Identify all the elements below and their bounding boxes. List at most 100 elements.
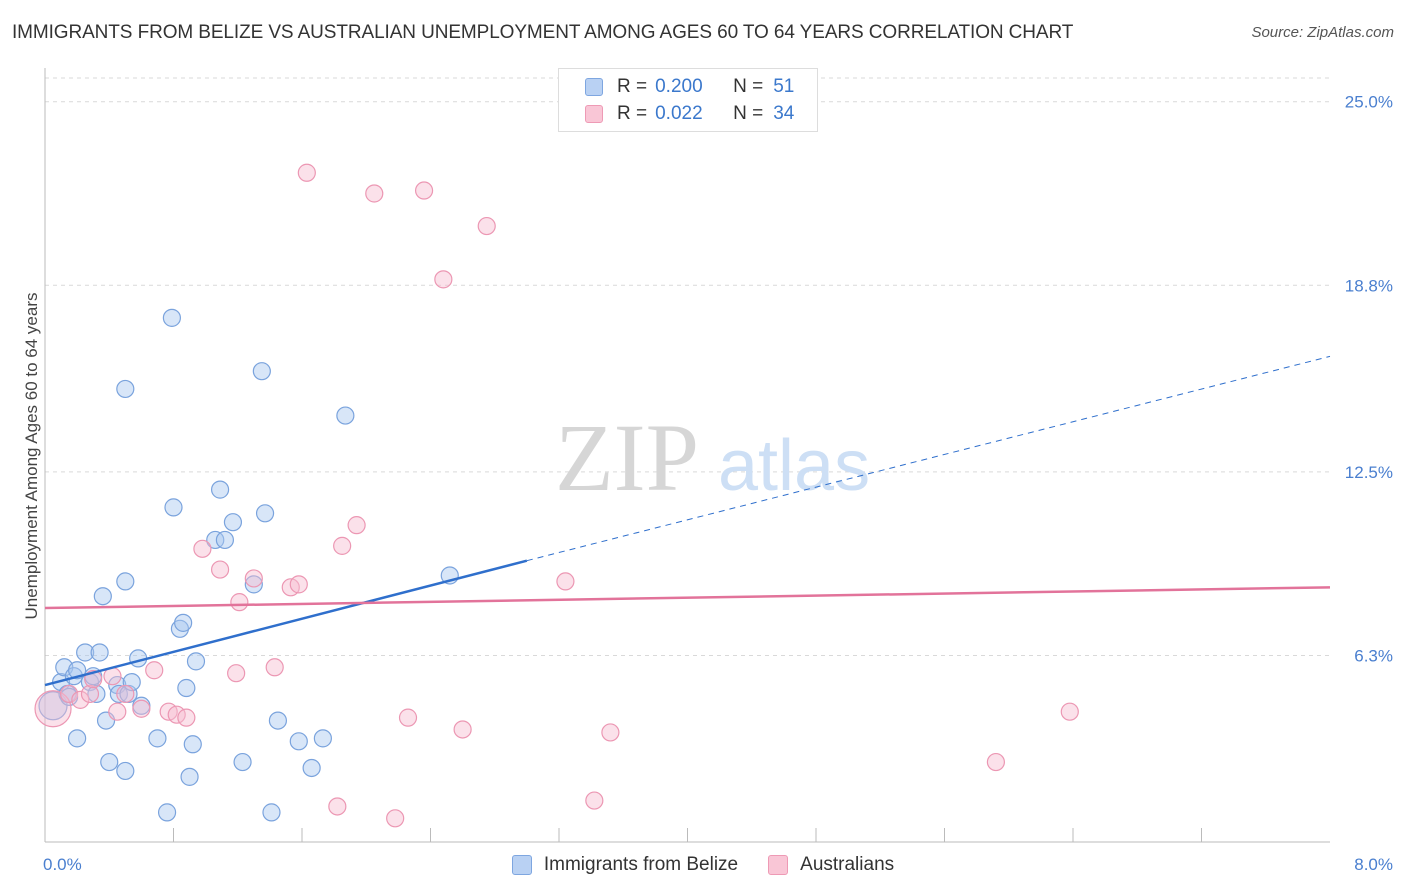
belize-point xyxy=(122,672,141,692)
belize-point xyxy=(215,530,234,550)
australians-point xyxy=(116,684,135,704)
australians-point xyxy=(365,184,384,203)
australians-point xyxy=(227,664,246,683)
watermark: ZIP atlas xyxy=(555,404,870,511)
australians-point xyxy=(434,270,453,289)
belize-point xyxy=(90,643,109,662)
y-tick-label: 25.0% xyxy=(1345,93,1393,112)
belize-trend-line xyxy=(44,559,528,687)
belize-point xyxy=(252,362,271,381)
trend-lines xyxy=(44,355,1331,687)
australians-point xyxy=(289,575,308,594)
belize-point xyxy=(116,379,135,399)
legend-label: Australians xyxy=(800,854,895,875)
legend-swatch-pink xyxy=(768,855,789,875)
legend-item-australians[interactable]: Australians xyxy=(768,854,894,876)
belize-point xyxy=(93,587,112,606)
australians-point xyxy=(297,163,316,182)
y-tick-label: 12.5% xyxy=(1345,463,1393,482)
y-tick-label: 18.8% xyxy=(1345,276,1393,295)
australians-trend-line xyxy=(44,586,1331,610)
australians-point xyxy=(177,708,196,727)
belize-point xyxy=(100,752,119,772)
legend-swatch-blue xyxy=(585,78,603,96)
n-label: N = xyxy=(733,103,764,124)
y-tick-label: 6.3% xyxy=(1354,646,1393,665)
belize-point xyxy=(148,729,167,748)
r-label: R = xyxy=(617,76,648,97)
belize-point xyxy=(262,803,281,822)
belize-point xyxy=(174,613,193,632)
australians-point xyxy=(414,181,434,200)
watermark-zip: ZIP xyxy=(555,404,699,511)
chart-title: IMMIGRANTS FROM BELIZE VS AUSTRALIAN UNE… xyxy=(12,22,1074,43)
legend-item-belize[interactable]: Immigrants from Belize xyxy=(511,854,739,876)
australians-point xyxy=(80,684,100,704)
r-label: R = xyxy=(617,103,648,124)
legend-row-australians: R = 0.022 N = 34 xyxy=(585,101,794,127)
y-axis-label: Unemployment Among Ages 60 to 64 years xyxy=(22,293,41,620)
belize-point xyxy=(116,572,135,591)
r-value: 0.200 xyxy=(655,76,703,97)
legend-swatch-pink xyxy=(585,105,603,123)
grid-lines xyxy=(45,77,1330,656)
australians-point xyxy=(333,536,352,555)
n-value: 51 xyxy=(773,76,795,97)
australians-point xyxy=(556,572,575,591)
australians-point xyxy=(34,690,72,728)
australians-point xyxy=(244,569,263,588)
australians-point xyxy=(477,216,496,236)
legend-label: Immigrants from Belize xyxy=(543,854,739,875)
belize-point xyxy=(157,803,177,822)
source-label: Source: ZipAtlas.com xyxy=(1251,24,1394,41)
r-value: 0.022 xyxy=(655,103,703,124)
belize-point xyxy=(255,504,275,523)
australians-point xyxy=(132,699,151,718)
belize-point xyxy=(244,575,263,594)
australians-point xyxy=(108,702,127,721)
belize-point xyxy=(68,729,87,748)
series-legend: Immigrants from Belize Australians xyxy=(0,852,1406,878)
australians-point xyxy=(453,720,472,739)
australians-point xyxy=(265,658,284,677)
belize-point xyxy=(210,480,230,499)
australians-point xyxy=(386,809,405,828)
belize-point xyxy=(116,761,135,781)
belize-point xyxy=(336,406,355,425)
x-tick-label: 0.0% xyxy=(43,855,82,874)
belize-point xyxy=(177,678,196,698)
n-label: N = xyxy=(733,76,764,97)
australians-point xyxy=(585,791,604,810)
legend-swatch-blue xyxy=(511,855,532,875)
australians-point xyxy=(328,797,347,816)
belize-point xyxy=(76,643,95,662)
belize-point xyxy=(186,652,206,671)
legend-row-belize: R = 0.200 N = 51 xyxy=(585,74,794,100)
belize-point xyxy=(164,498,183,517)
australians-point xyxy=(210,560,230,579)
belize-point xyxy=(206,530,225,550)
australians-point xyxy=(230,593,249,612)
belize-point xyxy=(183,735,202,754)
belize-point xyxy=(313,729,332,748)
belize-point xyxy=(87,684,106,704)
australians-point xyxy=(986,752,1006,772)
belize-point xyxy=(268,711,288,730)
belize-point xyxy=(233,752,252,772)
axes xyxy=(44,68,1330,843)
australians-point xyxy=(59,684,79,704)
n-value: 34 xyxy=(773,103,795,124)
tick-labels: 6.3% 12.5% 18.8% 25.0% 0.0% 8.0% xyxy=(43,93,1393,874)
legend-stats: R = 0.200 N = 51 R = 0.022 N = 34 xyxy=(558,68,818,132)
australians-point xyxy=(71,690,90,709)
belize-point xyxy=(223,513,243,532)
australians-point xyxy=(1060,702,1079,721)
australians-point xyxy=(601,723,620,742)
australians-point xyxy=(398,708,418,727)
belize-point xyxy=(180,767,199,786)
belize-point xyxy=(302,758,321,778)
belize-point xyxy=(109,684,128,704)
watermark-atlas: atlas xyxy=(718,426,870,506)
australians-point xyxy=(145,661,164,680)
